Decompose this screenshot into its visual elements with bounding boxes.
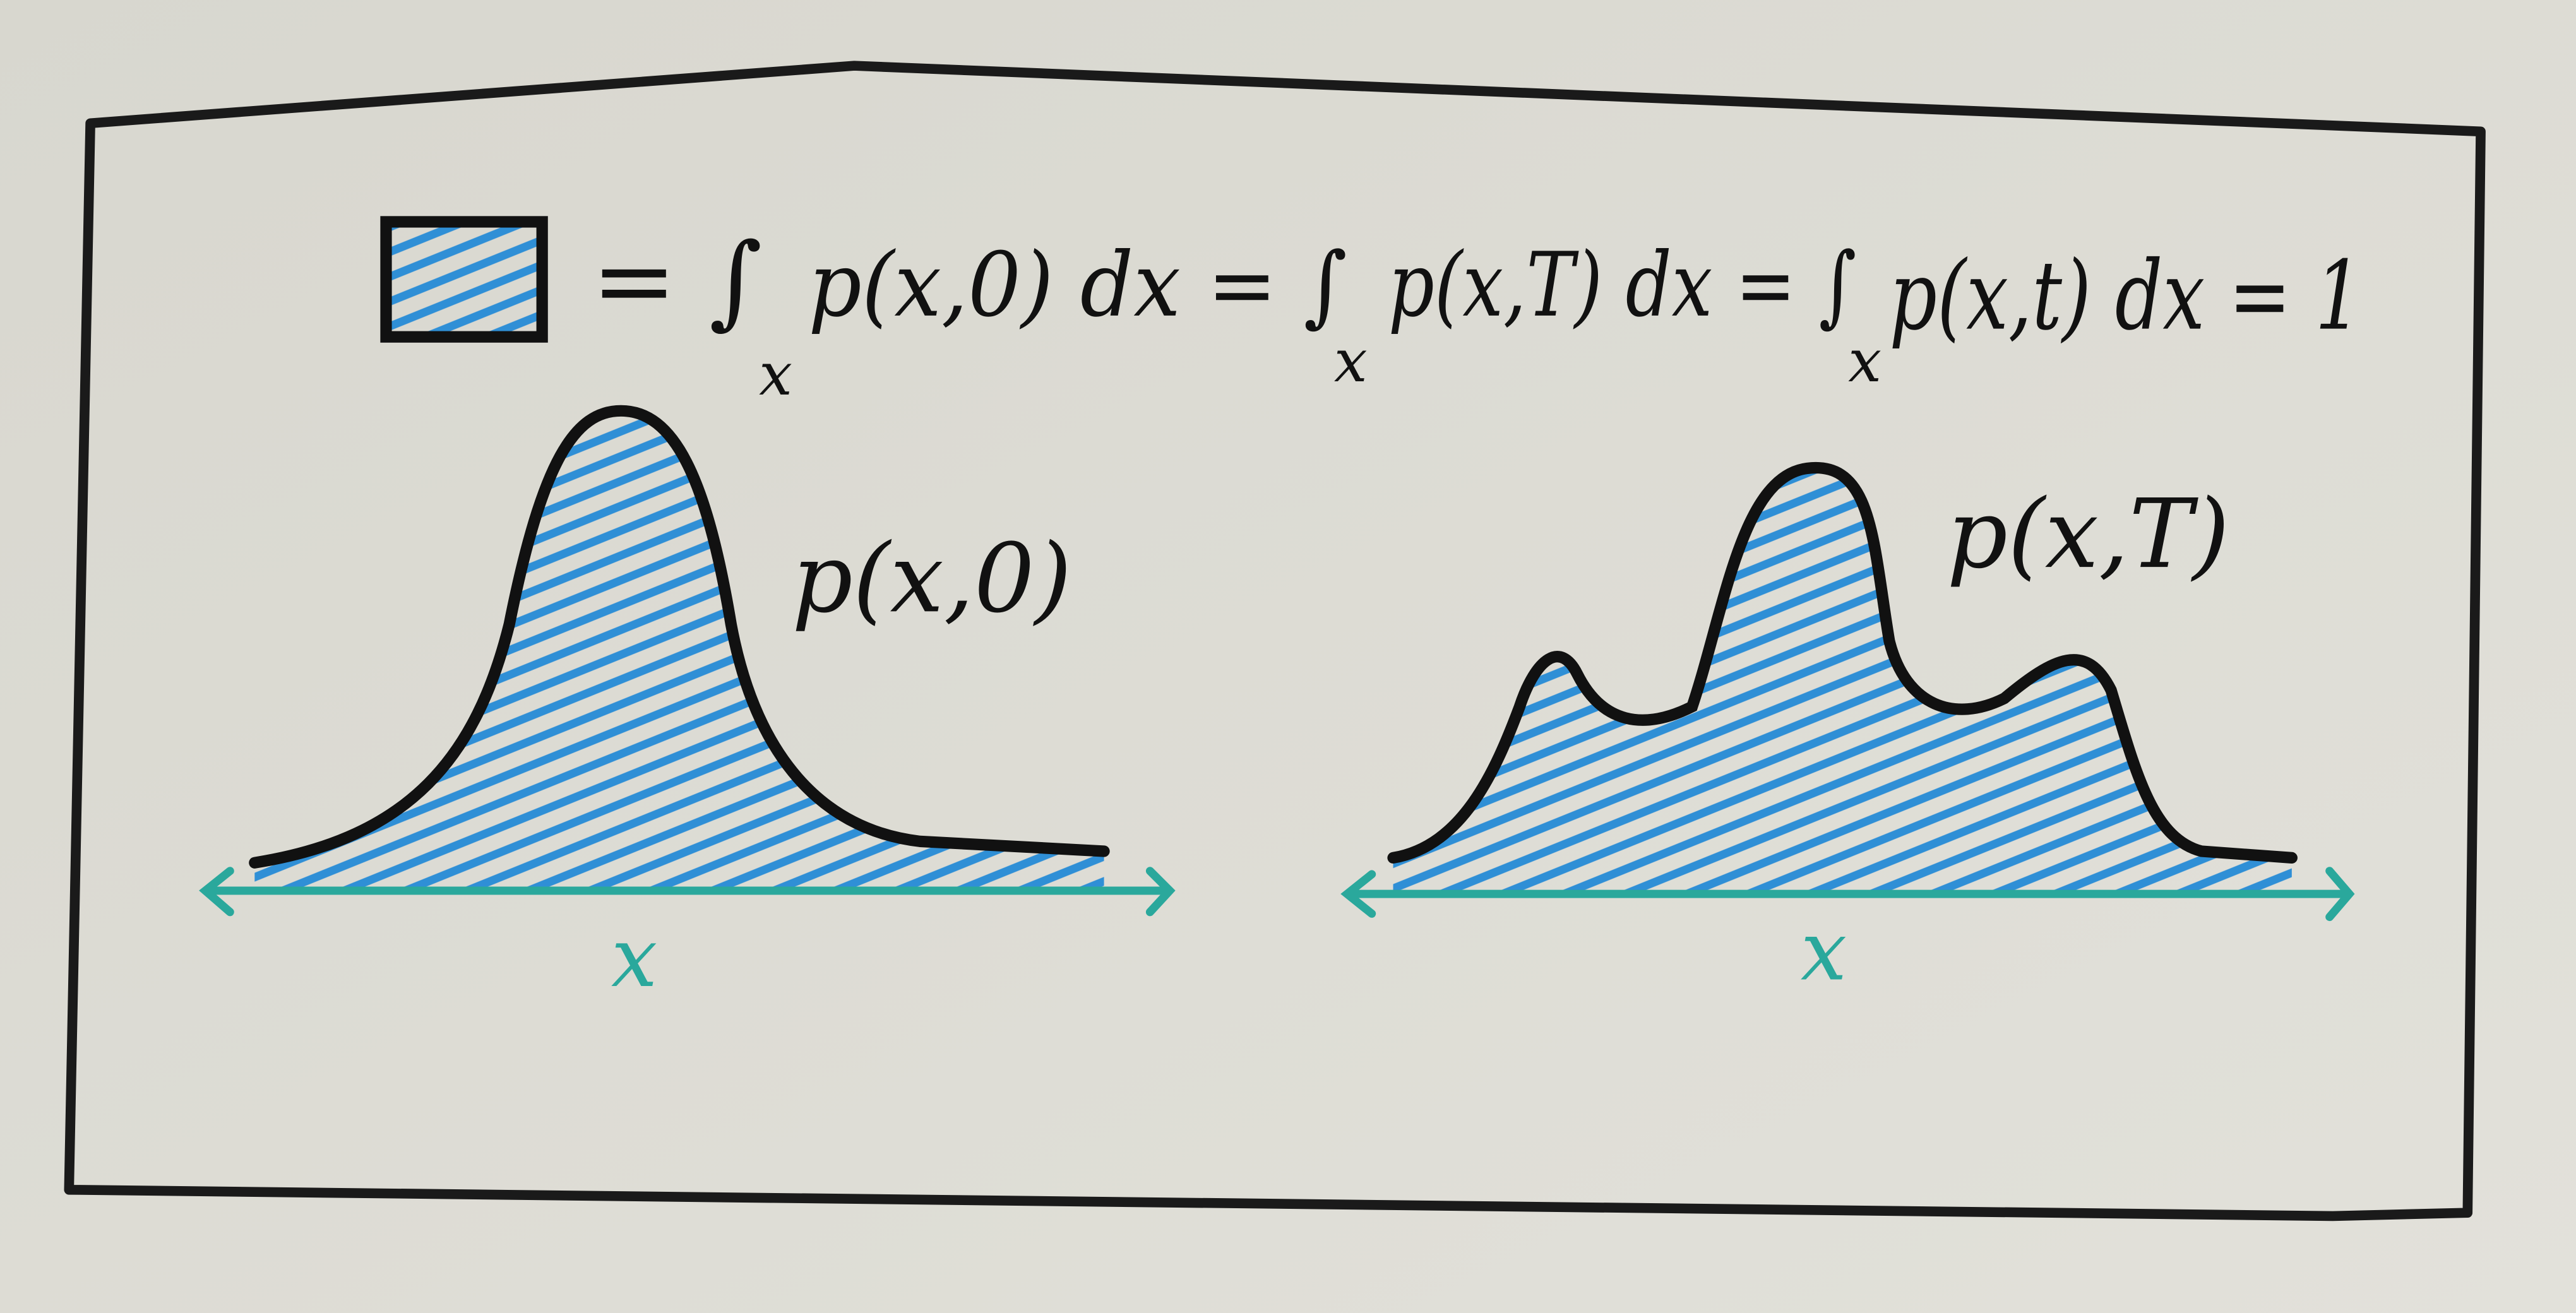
area-fill: [254, 410, 1104, 888]
frame: [64, 61, 2486, 1221]
density-curve: [1387, 461, 2298, 864]
axis-label: x: [611, 910, 657, 1006]
curve-label: p(x,0): [792, 523, 1071, 634]
x-axis: [199, 867, 1176, 917]
integral-subscript: x: [1334, 327, 1368, 396]
equation-segment: p(x,t) dx = 1: [1889, 241, 2362, 352]
curve-label: p(x,T): [1947, 478, 2229, 590]
x-axis: [1340, 867, 2355, 922]
equation-segment: p(x,T) dx = ∫: [1388, 234, 1857, 337]
axis-label: x: [1801, 903, 1847, 999]
area-fill: [1393, 468, 2292, 891]
density-curve: [249, 405, 1110, 869]
integral-subscript: x: [759, 340, 792, 409]
area-symbol: [380, 216, 548, 343]
integral-subscript: x: [1848, 327, 1881, 396]
equation-segment: p(x,0) dx = ∫: [808, 234, 1347, 337]
equation-segment: = ∫: [592, 222, 762, 340]
